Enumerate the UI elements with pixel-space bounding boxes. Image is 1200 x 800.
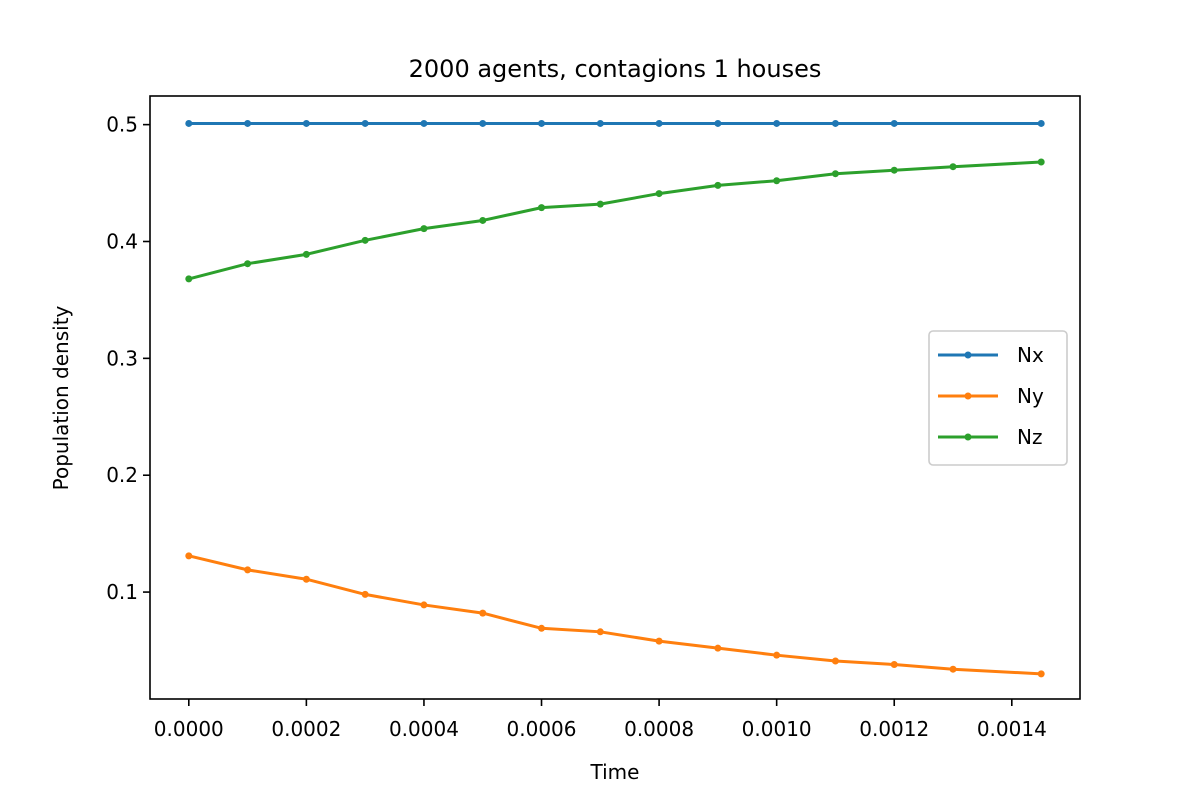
- data-point-nx: [538, 119, 546, 127]
- y-tick-label: 0.1: [106, 580, 138, 604]
- y-axis-label: Population density: [49, 305, 73, 490]
- data-point-ny: [831, 657, 839, 665]
- legend-label-ny: Ny: [1017, 384, 1044, 408]
- data-point-nz: [361, 236, 369, 244]
- data-point-nx: [479, 119, 487, 127]
- data-point-ny: [420, 601, 428, 609]
- legend-box: [928, 330, 1068, 466]
- legend-marker-nx: [964, 351, 972, 359]
- data-point-nz: [596, 200, 604, 208]
- data-point-nz: [302, 250, 310, 258]
- data-point-ny: [655, 637, 663, 645]
- data-point-nx: [1037, 119, 1045, 127]
- legend-label-nz: Nz: [1017, 425, 1042, 449]
- x-tick-label: 0.0010: [742, 717, 812, 741]
- x-axis: 0.0000 0.0002 0.0004 0.0006 0.0008 0.0010 0.00…: [154, 699, 1047, 741]
- x-axis-label: Time: [590, 760, 640, 784]
- data-point-nz: [244, 260, 252, 268]
- x-tick-label: 0.0002: [271, 717, 341, 741]
- x-tick-label: 0.0004: [389, 717, 459, 741]
- chart-title: 2000 agents, contagions 1 houses: [409, 55, 822, 83]
- data-point-nx: [361, 119, 369, 127]
- data-point-nx: [655, 119, 663, 127]
- data-point-ny: [714, 644, 722, 652]
- data-point-nx: [831, 119, 839, 127]
- data-point-nx: [185, 119, 193, 127]
- x-tick-label: 0.0000: [154, 717, 224, 741]
- data-point-ny: [361, 590, 369, 598]
- data-point-nx: [596, 119, 604, 127]
- data-point-nx: [420, 119, 428, 127]
- y-tick-label: 0.5: [106, 113, 138, 137]
- x-tick-label: 0.0008: [624, 717, 694, 741]
- data-point-ny: [302, 575, 310, 583]
- data-point-ny: [890, 661, 898, 669]
- x-tick-label: 0.0006: [507, 717, 577, 741]
- y-tick-label: 0.4: [106, 229, 138, 253]
- data-point-nx: [773, 119, 781, 127]
- data-point-nz: [479, 216, 487, 224]
- data-point-nx: [890, 119, 898, 127]
- y-tick-label: 0.3: [106, 346, 138, 370]
- series-nz: [185, 158, 1045, 283]
- series-nx: [185, 119, 1045, 127]
- legend: Nx Ny Nz: [928, 330, 1068, 466]
- data-point-nx: [302, 119, 310, 127]
- data-point-ny: [185, 552, 193, 560]
- data-point-nx: [714, 119, 722, 127]
- data-point-ny: [773, 651, 781, 659]
- data-point-ny: [479, 609, 487, 617]
- y-axis: 0.1 0.2 0.3 0.4 0.5: [106, 113, 150, 604]
- y-tick-label: 0.2: [106, 463, 138, 487]
- data-point-ny: [596, 628, 604, 636]
- legend-marker-nz: [964, 433, 972, 441]
- data-point-nz: [538, 204, 546, 212]
- data-point-nz: [831, 170, 839, 178]
- data-point-nz: [1037, 158, 1045, 166]
- data-point-ny: [949, 665, 957, 673]
- data-point-nx: [244, 119, 252, 127]
- x-tick-label: 0.0012: [859, 717, 929, 741]
- x-tick-label: 0.0014: [977, 717, 1047, 741]
- legend-item-ny: Ny: [938, 384, 1044, 408]
- data-point-nz: [773, 177, 781, 185]
- legend-item-nz: Nz: [938, 425, 1042, 449]
- data-point-ny: [538, 624, 546, 632]
- legend-item-nx: Nx: [938, 343, 1044, 367]
- data-point-ny: [1037, 670, 1045, 678]
- legend-label-nx: Nx: [1017, 343, 1044, 367]
- data-point-nz: [420, 225, 428, 233]
- data-point-ny: [244, 566, 252, 574]
- data-point-nz: [890, 166, 898, 174]
- data-point-nz: [949, 163, 957, 171]
- data-point-nz: [655, 190, 663, 198]
- legend-marker-ny: [964, 392, 972, 400]
- plot-frame: [149, 95, 1081, 700]
- data-point-nz: [185, 275, 193, 283]
- data-point-nz: [714, 181, 722, 189]
- plot-area: [185, 119, 1045, 678]
- series-ny: [185, 552, 1045, 678]
